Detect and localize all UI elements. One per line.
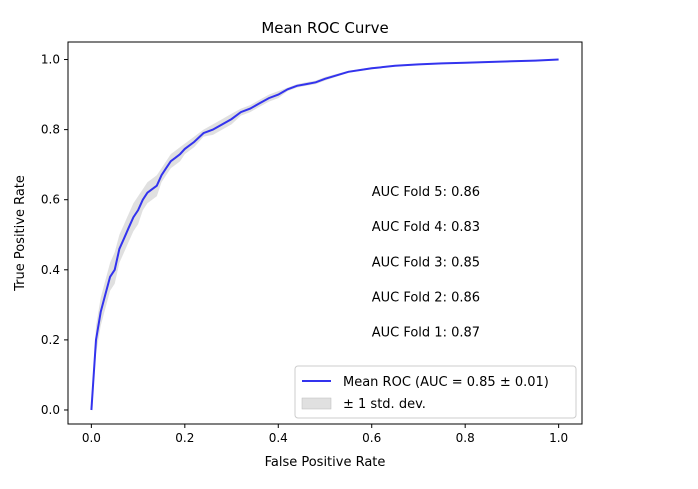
legend-std-dev-swatch: [301, 397, 332, 410]
fold-auc-annotation: AUC Fold 3: 0.85: [372, 255, 480, 270]
plot-area: [67, 41, 583, 425]
fold-auc-annotations: AUC Fold 5: 0.86 AUC Fold 4: 0.83 AUC Fold…: [372, 185, 480, 340]
fold-auc-annotation: AUC Fold 4: 0.83: [372, 220, 480, 235]
x-tick-label: 0.8: [456, 431, 475, 445]
y-tick-label: 1.0: [41, 53, 60, 67]
fold-auc-annotation: AUC Fold 1: 0.87: [372, 325, 480, 340]
y-tick-label: 0.0: [41, 403, 60, 417]
plot-frame: [67, 41, 583, 425]
y-tick-label: 0.4: [41, 263, 60, 277]
y-tick-label: 0.6: [41, 193, 60, 207]
chart-title: Mean ROC Curve: [261, 19, 388, 37]
y-tick-label: 0.8: [41, 123, 60, 137]
x-tick-label: 0.6: [362, 431, 381, 445]
legend: Mean ROC (AUC = 0.85 ± 0.01) ± 1 std. de…: [294, 365, 577, 419]
x-tick-label: 1.0: [549, 431, 568, 445]
legend-std-dev-label: ± 1 std. dev.: [343, 397, 426, 412]
y-tick-label: 0.2: [41, 333, 60, 347]
fold-auc-annotation: AUC Fold 5: 0.86: [372, 185, 480, 200]
x-tick-label: 0.4: [269, 431, 288, 445]
mean-roc-line: [90, 58, 559, 411]
x-tick-label: 0.0: [82, 431, 101, 445]
y-axis-label: True Positive Rate: [13, 175, 28, 292]
x-axis-ticks: 0.0 0.2 0.4 0.6 0.8 1.0: [82, 424, 568, 445]
x-tick-label: 0.2: [175, 431, 194, 445]
legend-box: [294, 365, 577, 419]
x-axis-label: False Positive Rate: [265, 455, 386, 470]
y-axis-ticks: 0.0 0.2 0.4 0.6 0.8 1.0: [41, 53, 68, 417]
plot-background: [68, 42, 582, 424]
legend-mean-roc-label: Mean ROC (AUC = 0.85 ± 0.01): [343, 375, 549, 390]
fold-auc-annotation: AUC Fold 2: 0.86: [372, 290, 480, 305]
